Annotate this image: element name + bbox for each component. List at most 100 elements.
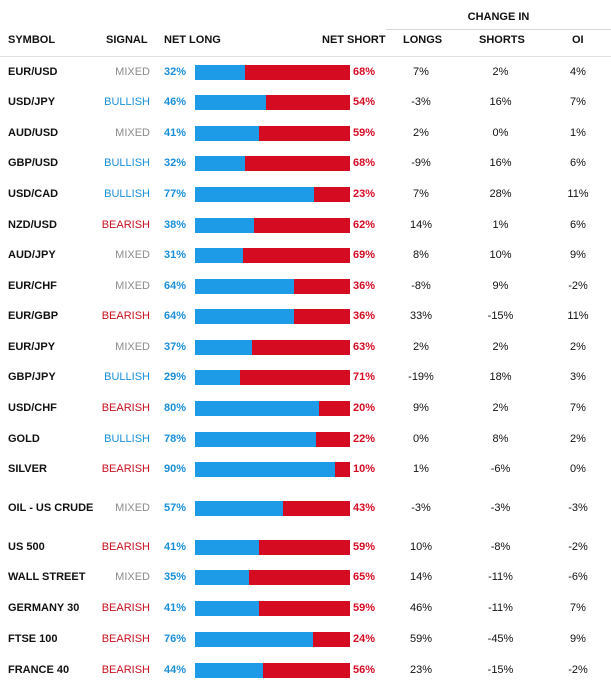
shorts-header: SHORTS bbox=[479, 34, 525, 46]
shorts-change: 9% bbox=[492, 280, 509, 292]
net-short-value: 59% bbox=[353, 541, 376, 553]
sentiment-bar bbox=[195, 562, 350, 592]
signal-cell: BEARISH bbox=[101, 633, 150, 645]
oi-change: 9% bbox=[570, 249, 586, 261]
longs-change: 46% bbox=[409, 602, 433, 614]
net-short-fill bbox=[313, 631, 350, 647]
net-long-fill bbox=[195, 662, 263, 678]
sentiment-bar bbox=[195, 593, 350, 623]
net-long-fill bbox=[195, 631, 313, 647]
table-row: WALL STREET MIXED 35% 65% 14% -11% -6% bbox=[0, 562, 611, 592]
sentiment-bar bbox=[195, 57, 350, 87]
net-long-fill bbox=[195, 500, 283, 516]
signal-cell: BEARISH bbox=[101, 219, 150, 231]
net-long-value: 32% bbox=[164, 157, 187, 169]
net-long-fill bbox=[195, 94, 266, 110]
table-row: EUR/USD MIXED 32% 68% 7% 2% 4% bbox=[0, 57, 611, 87]
longs-change: 1% bbox=[413, 463, 429, 475]
net-short-fill bbox=[294, 308, 350, 324]
net-long-value: 57% bbox=[164, 502, 187, 514]
longs-change: 14% bbox=[409, 219, 433, 231]
net-short-header: NET SHORT bbox=[322, 34, 386, 46]
net-short-value: 63% bbox=[353, 341, 376, 353]
symbol-cell: GBP/JPY bbox=[8, 371, 56, 383]
shorts-change: 8% bbox=[492, 433, 509, 445]
symbol-cell: GOLD bbox=[8, 433, 40, 445]
net-short-fill bbox=[240, 369, 350, 385]
table-row: USD/CHF BEARISH 80% 20% 9% 2% 7% bbox=[0, 393, 611, 423]
shorts-change: -45% bbox=[487, 633, 514, 645]
signal-cell: MIXED bbox=[115, 502, 150, 514]
net-short-value: 71% bbox=[353, 371, 376, 383]
longs-change: -19% bbox=[408, 371, 434, 383]
sentiment-bar-track bbox=[195, 662, 350, 678]
shorts-change: 2% bbox=[492, 402, 509, 414]
net-short-fill bbox=[263, 662, 350, 678]
longs-change: 0% bbox=[413, 433, 429, 445]
net-long-fill bbox=[195, 461, 335, 477]
sentiment-bar-track bbox=[195, 539, 350, 555]
shorts-change: -15% bbox=[487, 664, 514, 676]
longs-change: -8% bbox=[411, 280, 431, 292]
net-short-value: 56% bbox=[353, 664, 376, 676]
net-short-value: 68% bbox=[353, 66, 376, 78]
signal-cell: BULLISH bbox=[104, 433, 150, 445]
net-long-value: 90% bbox=[164, 463, 187, 475]
signal-cell: BEARISH bbox=[101, 602, 150, 614]
net-short-value: 69% bbox=[353, 249, 376, 261]
oi-change: 9% bbox=[570, 633, 586, 645]
table-row: USD/JPY BULLISH 46% 54% -3% 16% 7% bbox=[0, 87, 611, 117]
shorts-change: -15% bbox=[487, 310, 514, 322]
sentiment-bar bbox=[195, 271, 350, 301]
sentiment-bar-track bbox=[195, 278, 350, 294]
sentiment-bar-track bbox=[195, 247, 350, 263]
sentiment-bar-track bbox=[195, 369, 350, 385]
shorts-change: -3% bbox=[490, 502, 511, 514]
shorts-change: 28% bbox=[489, 188, 512, 200]
shorts-change: 10% bbox=[489, 249, 512, 261]
change-in-header: CHANGE IN bbox=[467, 11, 530, 23]
sentiment-bar bbox=[195, 655, 350, 685]
net-short-fill bbox=[283, 500, 350, 516]
net-short-value: 59% bbox=[353, 127, 376, 139]
table-row: NZD/USD BEARISH 38% 62% 14% 1% 6% bbox=[0, 210, 611, 240]
oi-change: 11% bbox=[567, 310, 589, 322]
oi-change: 7% bbox=[570, 602, 586, 614]
net-short-fill bbox=[294, 278, 350, 294]
symbol-cell: EUR/JPY bbox=[8, 341, 56, 353]
net-short-value: 23% bbox=[353, 188, 376, 200]
symbol-cell: EUR/CHF bbox=[8, 280, 57, 292]
net-long-fill bbox=[195, 539, 259, 555]
sentiment-bar bbox=[195, 485, 350, 531]
sentiment-bar-track bbox=[195, 94, 350, 110]
net-short-fill bbox=[316, 431, 350, 447]
net-short-fill bbox=[266, 94, 350, 110]
table-row: AUD/JPY MIXED 31% 69% 8% 10% 9% bbox=[0, 240, 611, 270]
symbol-cell: USD/CAD bbox=[8, 188, 59, 200]
shorts-change: -8% bbox=[490, 541, 511, 553]
longs-change: 33% bbox=[409, 310, 433, 322]
net-short-fill bbox=[259, 125, 350, 141]
net-short-fill bbox=[314, 186, 350, 202]
net-short-fill bbox=[252, 339, 350, 355]
net-long-value: 31% bbox=[164, 249, 187, 261]
oi-change: 7% bbox=[570, 402, 586, 414]
longs-change: 7% bbox=[413, 188, 429, 200]
sentiment-bar bbox=[195, 210, 350, 240]
net-long-fill bbox=[195, 600, 259, 616]
net-short-value: 68% bbox=[353, 157, 376, 169]
signal-cell: BEARISH bbox=[101, 310, 150, 322]
sentiment-bar-track bbox=[195, 125, 350, 141]
net-long-value: 37% bbox=[164, 341, 187, 353]
sentiment-bar-track bbox=[195, 339, 350, 355]
longs-header: LONGS bbox=[403, 34, 443, 46]
table-row: AUD/USD MIXED 41% 59% 2% 0% 1% bbox=[0, 118, 611, 148]
net-short-fill bbox=[243, 247, 350, 263]
signal-cell: BEARISH bbox=[101, 541, 150, 553]
symbol-cell: USD/CHF bbox=[8, 402, 57, 414]
signal-cell: MIXED bbox=[115, 249, 150, 261]
symbol-cell: AUD/JPY bbox=[8, 249, 56, 261]
sentiment-bar bbox=[195, 301, 350, 331]
net-short-fill bbox=[259, 600, 350, 616]
